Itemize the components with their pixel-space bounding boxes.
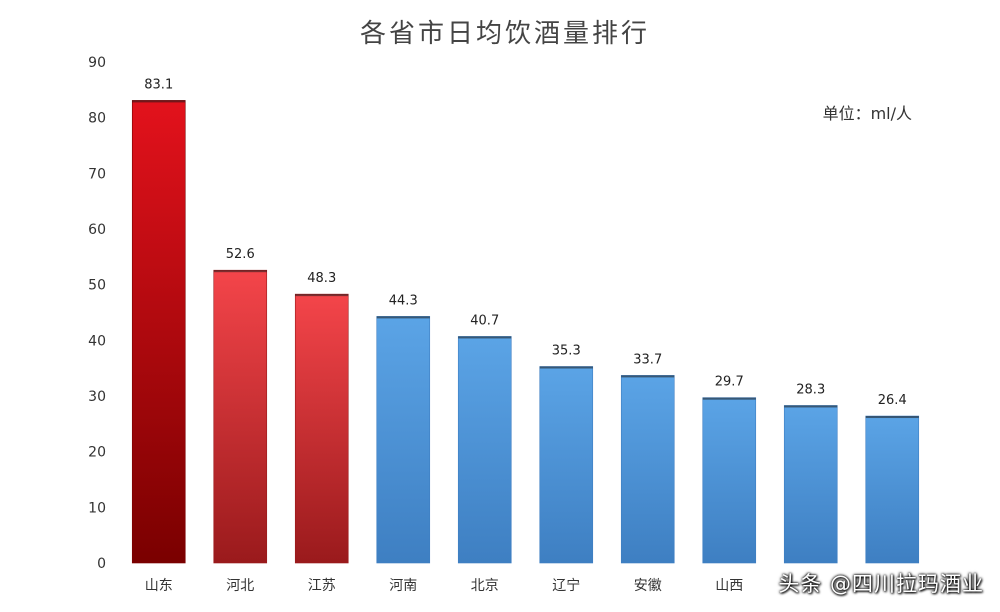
bar-top-edge bbox=[132, 100, 186, 103]
bar-top-edge bbox=[376, 316, 430, 319]
value-label: 52.6 bbox=[226, 247, 255, 262]
value-label: 40.7 bbox=[470, 313, 499, 328]
y-tick-label: 80 bbox=[88, 111, 106, 127]
y-tick-label: 70 bbox=[88, 166, 106, 182]
x-tick-label: 山西 bbox=[715, 578, 743, 594]
value-label: 26.4 bbox=[878, 393, 907, 408]
value-label: 33.7 bbox=[633, 352, 662, 367]
bar bbox=[294, 293, 349, 564]
y-tick-label: 40 bbox=[88, 333, 106, 349]
bar bbox=[213, 269, 268, 564]
bar-top-edge bbox=[784, 405, 838, 408]
bar-top-edge bbox=[213, 270, 267, 273]
y-axis: 0 10 20 30 40 50 60 70 80 90 bbox=[88, 55, 106, 572]
y-tick-label: 0 bbox=[97, 556, 106, 572]
bar bbox=[620, 375, 675, 564]
x-tick-label: 北京 bbox=[471, 578, 499, 594]
unit-label: 单位：ml/人 bbox=[823, 104, 912, 123]
bar bbox=[376, 316, 431, 564]
x-tick-label: 安徽 bbox=[634, 578, 662, 594]
value-label: 28.3 bbox=[796, 382, 825, 397]
y-tick-label: 10 bbox=[88, 500, 106, 516]
bar-top-edge bbox=[865, 416, 919, 419]
bar-top-edge bbox=[702, 397, 756, 400]
bar-top-edge bbox=[621, 375, 675, 378]
value-label: 48.3 bbox=[307, 271, 336, 286]
bar bbox=[783, 405, 838, 564]
y-tick-label: 30 bbox=[88, 389, 106, 405]
value-label: 35.3 bbox=[552, 343, 581, 358]
value-label: 29.7 bbox=[715, 375, 744, 390]
x-axis: 山东 河北 江苏 河南 北京 辽宁 安徽 山西 bbox=[145, 577, 744, 594]
chart-title: 各省市日均饮酒量排行 bbox=[360, 19, 650, 49]
bar bbox=[539, 366, 594, 564]
bar bbox=[457, 336, 512, 564]
value-label: 44.3 bbox=[389, 293, 418, 308]
value-labels: 83.1 52.6 48.3 44.3 40.7 35.3 33.7 29.7 28.3 26.4 bbox=[144, 77, 906, 408]
bar-top-edge bbox=[295, 294, 349, 297]
value-label: 83.1 bbox=[144, 77, 173, 92]
bar-top-edge bbox=[539, 366, 593, 369]
y-tick-label: 50 bbox=[88, 278, 106, 294]
bar bbox=[702, 397, 757, 564]
x-tick-label: 河北 bbox=[226, 578, 254, 594]
x-tick-label: 河南 bbox=[389, 578, 417, 594]
y-tick-label: 20 bbox=[88, 445, 106, 461]
x-tick-label: 山东 bbox=[145, 578, 173, 594]
bar-top-edge bbox=[458, 336, 512, 339]
x-tick-label: 辽宁 bbox=[552, 577, 580, 594]
y-tick-label: 90 bbox=[88, 55, 106, 71]
x-tick-label: 江苏 bbox=[308, 578, 336, 594]
bars bbox=[131, 100, 920, 564]
bar bbox=[865, 415, 920, 564]
y-tick-label: 60 bbox=[88, 222, 106, 238]
bar bbox=[131, 100, 186, 564]
watermark: 头条 @四川拉玛酒业 bbox=[778, 572, 984, 596]
